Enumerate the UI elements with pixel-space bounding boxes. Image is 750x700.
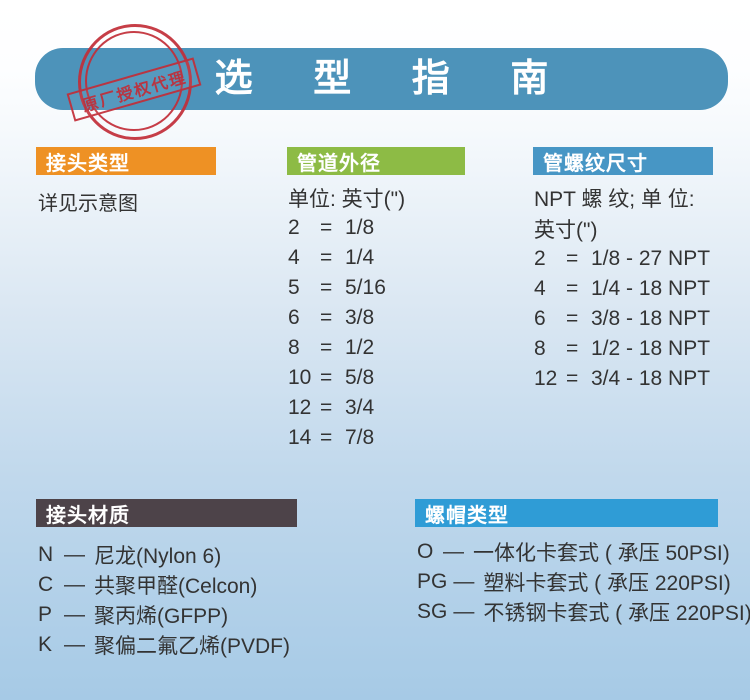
material-value: 聚丙烯(GFPP) xyxy=(94,605,229,628)
nut-value: 塑料卡套式 ( 承压 220PSI) xyxy=(483,572,731,595)
pipe-od-row: 14 = 7/8 xyxy=(288,423,473,453)
size-value: 3/8 xyxy=(345,306,375,329)
nut-code: SG xyxy=(417,600,448,623)
pipe-od-unit: 单位: 英寸(") xyxy=(288,187,406,211)
nut-code: PG xyxy=(417,570,448,593)
thread-row: 6 = 3/8 - 18 NPT xyxy=(534,304,729,334)
thread-unit-line1: NPT 螺 纹; 单 位: xyxy=(534,187,695,211)
equals-sign: = xyxy=(320,216,333,239)
material-code: K xyxy=(38,633,53,656)
size-code: 14 xyxy=(288,426,312,449)
nut-code: O xyxy=(417,540,434,563)
stamp-inner-ring-icon xyxy=(85,31,183,131)
section-header-pipe-od: 管道外径 xyxy=(287,147,465,175)
size-code: 6 xyxy=(288,306,300,329)
nut-type-row: PG — 塑料卡套式 ( 承压 220PSI) xyxy=(417,567,750,597)
pipe-od-row: 10 = 5/8 xyxy=(288,363,473,393)
thread-unit-line2: 英寸(") xyxy=(534,218,598,242)
stamp-outer-ring-icon xyxy=(78,24,192,140)
dash-separator: — xyxy=(64,633,85,656)
connector-type-note: 详见示意图 xyxy=(38,193,138,215)
equals-sign: = xyxy=(566,247,579,270)
thread-row: 12 = 3/4 - 18 NPT xyxy=(534,364,729,394)
material-value: 共聚甲醛(Celcon) xyxy=(94,575,258,598)
material-code: P xyxy=(38,603,53,626)
size-code: 2 xyxy=(534,247,546,270)
equals-sign: = xyxy=(320,336,333,359)
material-code: N xyxy=(38,543,54,566)
size-code: 4 xyxy=(288,246,300,269)
material-code: C xyxy=(38,573,54,596)
section-header-material: 接头材质 xyxy=(36,499,297,527)
material-row: N — 尼龙(Nylon 6) xyxy=(38,540,290,570)
size-value: 1/8 - 27 NPT xyxy=(591,247,711,270)
size-code: 2 xyxy=(288,216,300,239)
size-code: 4 xyxy=(534,277,546,300)
size-value: 1/4 xyxy=(345,246,375,269)
equals-sign: = xyxy=(320,396,333,419)
pipe-od-row: 8 = 1/2 xyxy=(288,333,473,363)
nut-value: 一体化卡套式 ( 承压 50PSI) xyxy=(473,542,730,565)
equals-sign: = xyxy=(320,246,333,269)
size-value: 5/8 xyxy=(345,366,375,389)
material-value: 尼龙(Nylon 6) xyxy=(94,545,222,568)
dash-separator: — xyxy=(64,573,85,596)
material-value: 聚偏二氟乙烯(PVDF) xyxy=(94,635,290,658)
page-title: 选 型 指 南 xyxy=(214,58,574,100)
size-value: 3/4 xyxy=(345,396,375,419)
material-row: C — 共聚甲醛(Celcon) xyxy=(38,570,290,600)
pipe-od-row: 12 = 3/4 xyxy=(288,393,473,423)
equals-sign: = xyxy=(566,367,579,390)
size-value: 1/2 xyxy=(345,336,375,359)
size-value: 1/2 - 18 NPT xyxy=(591,337,711,360)
size-code: 8 xyxy=(534,337,546,360)
equals-sign: = xyxy=(566,307,579,330)
material-list: N — 尼龙(Nylon 6) C — 共聚甲醛(Celcon) P — 聚丙烯… xyxy=(38,540,290,660)
nut-type-row: O — 一体化卡套式 ( 承压 50PSI) xyxy=(417,537,750,567)
dash-separator: — xyxy=(64,603,85,626)
dash-separator: — xyxy=(64,543,85,566)
dash-separator: — xyxy=(453,600,475,623)
section-header-thread-size: 管螺纹尺寸 xyxy=(533,147,713,175)
pipe-od-row: 2 = 1/8 xyxy=(288,213,473,243)
size-code: 10 xyxy=(288,366,312,389)
equals-sign: = xyxy=(320,426,333,449)
size-value: 5/16 xyxy=(345,276,386,299)
nut-type-row: SG — 不锈钢卡套式 ( 承压 220PSI) xyxy=(417,597,750,627)
pipe-od-list: 单位: 英寸(") 2 = 1/8 4 = 1/4 5 = 5/16 6 = 3… xyxy=(288,182,473,453)
pipe-od-row: 5 = 5/16 xyxy=(288,273,473,303)
thread-size-list: NPT 螺 纹; 单 位: 英寸(") 2 = 1/8 - 27 NPT 4 =… xyxy=(534,182,729,394)
nut-value: 不锈钢卡套式 ( 承压 220PSI) xyxy=(483,602,750,625)
size-code: 12 xyxy=(534,367,558,390)
authorized-agent-stamp: 原厂授权代理 xyxy=(66,22,202,140)
size-code: 12 xyxy=(288,396,312,419)
size-code: 5 xyxy=(288,276,300,299)
thread-row: 8 = 1/2 - 18 NPT xyxy=(534,334,729,364)
equals-sign: = xyxy=(566,337,579,360)
size-value: 7/8 xyxy=(345,426,375,449)
section-header-nut-type: 螺帽类型 xyxy=(415,499,718,527)
size-value: 1/4 - 18 NPT xyxy=(591,277,711,300)
nut-type-list: O — 一体化卡套式 ( 承压 50PSI) PG — 塑料卡套式 ( 承压 2… xyxy=(417,537,750,627)
size-code: 8 xyxy=(288,336,300,359)
thread-row: 4 = 1/4 - 18 NPT xyxy=(534,274,729,304)
dash-separator: — xyxy=(443,540,464,563)
size-code: 6 xyxy=(534,307,546,330)
size-value: 3/8 - 18 NPT xyxy=(591,307,711,330)
pipe-od-row: 6 = 3/8 xyxy=(288,303,473,333)
material-row: K — 聚偏二氟乙烯(PVDF) xyxy=(38,630,290,660)
equals-sign: = xyxy=(566,277,579,300)
equals-sign: = xyxy=(320,366,333,389)
equals-sign: = xyxy=(320,276,333,299)
material-row: P — 聚丙烯(GFPP) xyxy=(38,600,290,630)
section-header-connector-type: 接头类型 xyxy=(36,147,216,175)
thread-row: 2 = 1/8 - 27 NPT xyxy=(534,244,729,274)
dash-separator: — xyxy=(453,570,475,593)
equals-sign: = xyxy=(320,306,333,329)
pipe-od-row: 4 = 1/4 xyxy=(288,243,473,273)
size-value: 1/8 xyxy=(345,216,375,239)
size-value: 3/4 - 18 NPT xyxy=(591,367,711,390)
